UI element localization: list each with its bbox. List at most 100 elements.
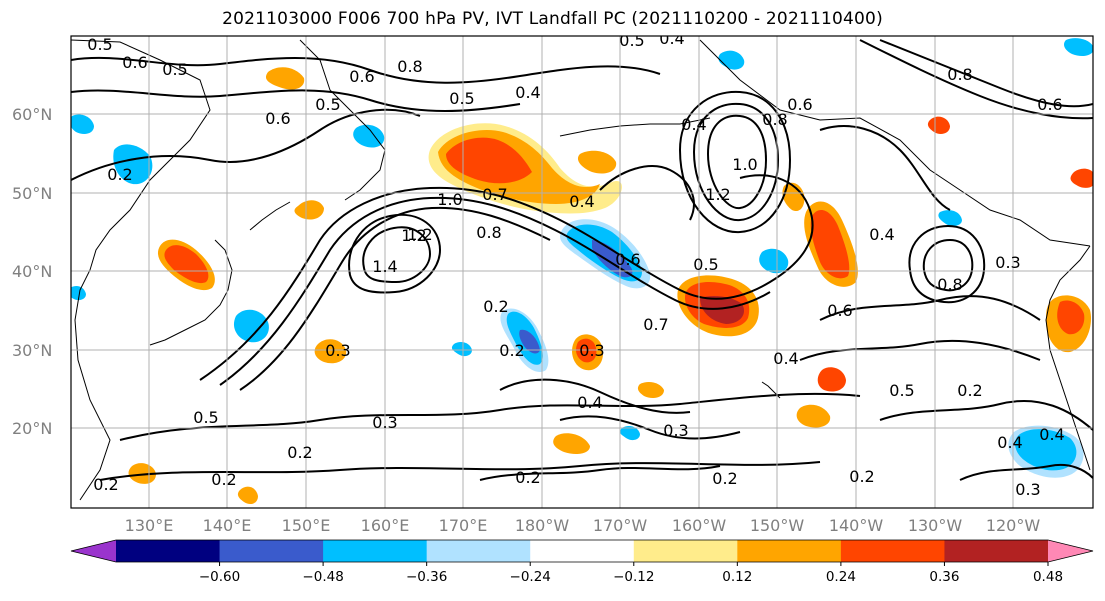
lon-label: 150°E — [282, 516, 331, 535]
negative-anomaly-patch — [113, 144, 153, 185]
contour-label: 1.0 — [732, 155, 757, 174]
contour-label: 0.4 — [569, 192, 594, 211]
lon-label: 140°W — [829, 516, 884, 535]
positive-anomaly-patch — [577, 150, 617, 174]
positive-anomaly-patch — [237, 486, 258, 504]
contour-label: 0.3 — [663, 421, 688, 440]
map-background — [71, 36, 1093, 508]
negative-anomaly-patch — [619, 426, 640, 441]
contour-label: 0.8 — [762, 110, 787, 129]
contour-line — [908, 224, 986, 304]
longitude-labels: 130°E 140°E 150°E 160°E 170°E 180°W 170°… — [125, 516, 1041, 535]
positive-anomaly-patch — [265, 67, 305, 90]
contour-label: 0.2 — [211, 470, 236, 489]
contour-line — [599, 165, 695, 221]
lon-label: 130°E — [125, 516, 174, 535]
kamchatka-coastline — [299, 39, 386, 201]
contour-label: 0.4 — [1039, 425, 1064, 444]
contour-label: 1.2 — [705, 185, 730, 204]
alaska-coastline — [699, 39, 1091, 247]
contour-label: 0.2 — [712, 469, 737, 488]
colorbar-extension-min — [71, 540, 116, 562]
contour-label: 0.6 — [787, 95, 812, 114]
contour-line — [239, 206, 551, 391]
colorbar-segment — [633, 540, 738, 562]
contour-label: 0.8 — [397, 57, 422, 76]
contour-label: 0.2 — [849, 467, 874, 486]
contour-line — [859, 39, 1093, 120]
lon-label: 140°E — [203, 516, 252, 535]
contour-label-layer: 0.5 0.6 0.5 0.8 0.5 0.6 0.5 0.4 0.5 0.4 0.6 0.4 1.0 0… — [87, 29, 1064, 499]
contour-label: 0.2 — [515, 468, 540, 487]
contour-line — [71, 56, 661, 84]
contour-line — [879, 39, 1093, 108]
contour-line — [692, 102, 780, 222]
negative-anomaly-patch — [233, 309, 269, 343]
contour-label: 1.2 — [407, 225, 432, 244]
positive-anomaly-patch — [553, 433, 590, 454]
lon-label: 170°E — [439, 516, 488, 535]
contour-label: 0.3 — [579, 341, 604, 360]
contour-label: 0.5 — [449, 89, 474, 108]
colorbar-tick-label: −0.36 — [406, 569, 447, 585]
positive-anomaly-patch — [294, 200, 324, 220]
colorbar-tick-label: 0.24 — [826, 569, 856, 585]
contour-line — [479, 465, 721, 481]
contour-line — [819, 295, 1041, 321]
contour-label: 0.4 — [997, 433, 1022, 452]
negative-anomaly-patch — [759, 248, 789, 274]
contour-line — [706, 114, 768, 210]
contour-label: 0.6 — [615, 250, 640, 269]
lat-label: 60°N — [12, 105, 52, 124]
contour-label: 0.6 — [122, 53, 147, 72]
contour-label: 0.3 — [325, 341, 350, 360]
positive-anomaly-patch — [817, 367, 846, 392]
lat-label: 50°N — [12, 184, 52, 203]
contour-line — [348, 213, 442, 294]
negative-anomaly-patch — [451, 342, 472, 357]
lon-label: 160°W — [672, 516, 727, 535]
negative-anomaly-patch — [1015, 429, 1077, 471]
contour-label: 0.6 — [1037, 95, 1062, 114]
contour-label: 0.8 — [476, 223, 501, 242]
colorbar-segment — [944, 540, 1049, 562]
contour-label: 0.5 — [193, 408, 218, 427]
contour-label: 0.5 — [315, 95, 340, 114]
contour-label: 0.2 — [107, 165, 132, 184]
map-title: 2021103000 F006 700 hPa PV, IVT Landfall… — [222, 9, 883, 29]
negative-anomaly-patch — [1064, 38, 1093, 56]
contour-label: 0.3 — [1015, 480, 1040, 499]
positive-anomaly-patch — [446, 137, 532, 184]
contour-label: 0.8 — [947, 65, 972, 84]
contour-label: 0.4 — [869, 225, 894, 244]
colorbar-segment — [323, 540, 428, 562]
contour-line — [362, 226, 432, 284]
north-america-coastline — [1045, 245, 1091, 471]
lon-label: 120°W — [986, 516, 1041, 535]
contour-line — [99, 461, 821, 481]
contour-label: 0.5 — [162, 60, 187, 79]
lat-label: 30°N — [12, 341, 52, 360]
contour-label: 1.4 — [372, 257, 397, 276]
colorbar-segment — [737, 540, 842, 562]
colorbar-segment — [426, 540, 531, 562]
colorbar-tick-label: −0.24 — [510, 569, 551, 585]
contour-line — [819, 125, 951, 211]
contour-label: 0.7 — [643, 315, 668, 334]
lon-label: 160°E — [361, 516, 410, 535]
contour-label: 0.3 — [995, 253, 1020, 272]
colorbar-tick-label: −0.60 — [199, 569, 240, 585]
contour-label: 0.6 — [827, 301, 852, 320]
negative-anomaly-patch — [71, 286, 86, 301]
contour-label: 0.6 — [349, 67, 374, 86]
contour-label: 0.4 — [681, 115, 706, 134]
positive-anomaly-patch — [164, 245, 209, 284]
coastline-layer — [71, 39, 1091, 501]
contour-line — [71, 108, 421, 181]
contour-label: 0.2 — [499, 341, 524, 360]
contour-label: 0.4 — [659, 29, 684, 48]
contour-label: 0.5 — [889, 381, 914, 400]
contour-label: 0.2 — [483, 297, 508, 316]
negative-anomaly-patch — [519, 329, 540, 354]
